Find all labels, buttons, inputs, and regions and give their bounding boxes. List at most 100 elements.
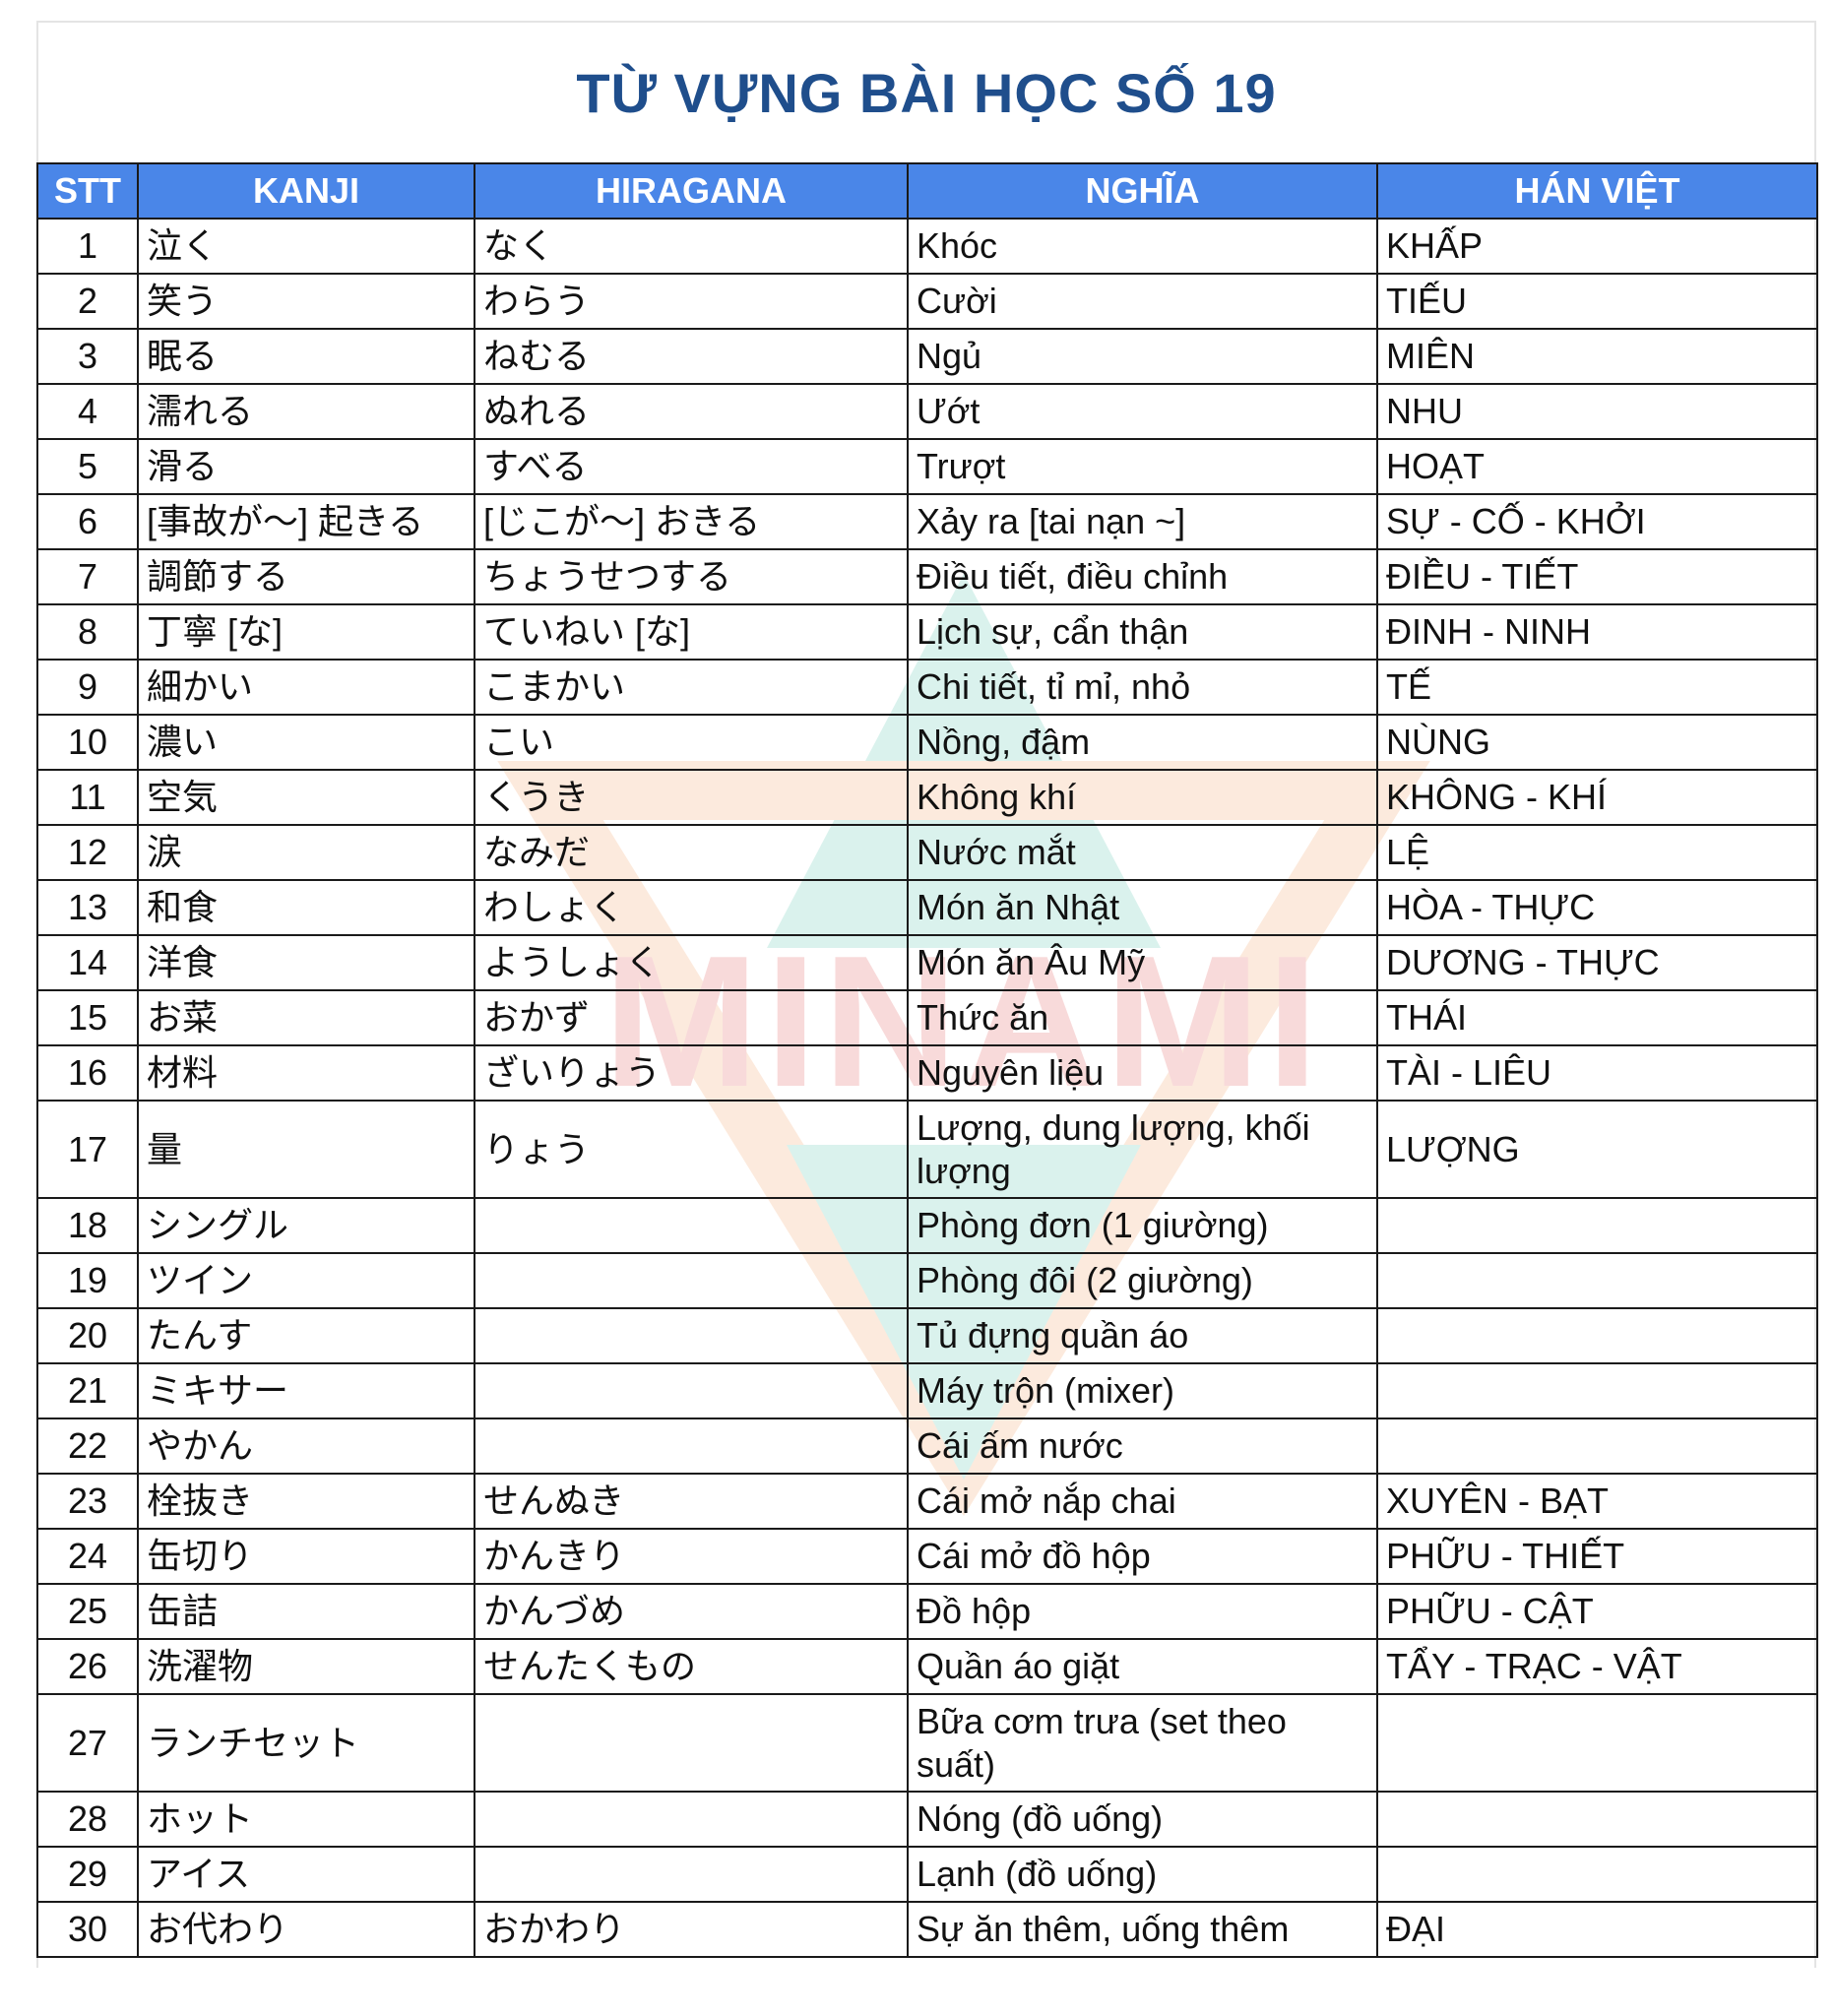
table-row: 17 量りょう Lượng, dung lượng, khối lượng LƯỢNG	[36, 1100, 1818, 1199]
cell-stt: 20	[36, 1307, 139, 1364]
cell-han-viet: XUYÊN - BẠT	[1376, 1473, 1818, 1530]
cell-nghia: Lạnh (đồ uống)	[907, 1846, 1378, 1903]
table-row: 3 眠る ねむる Ngủ MIÊN	[36, 328, 1818, 385]
cell-kanji: 缶切り	[137, 1528, 475, 1585]
cell-nghia: Món ăn Nhật	[907, 879, 1378, 936]
table-row: 24 缶切り かんきり Cái mở đồ hộp PHỮU - THIẾT	[36, 1528, 1818, 1585]
cell-stt: 17	[36, 1100, 139, 1199]
cell-han-viet: DƯƠNG - THỰC	[1376, 934, 1818, 991]
table-row: 6 [事故が～] 起きる [じこが～] おきる Xảy ra [tai nạn ~] S…	[36, 493, 1818, 550]
cell-nghia: Lịch sự, cẩn thận	[907, 603, 1378, 661]
table-row: 26 洗濯物 せんたくもの Quần áo giặt TẨY - TRẠC - VẬT	[36, 1638, 1818, 1695]
cell-kanji: 細かい	[137, 659, 475, 716]
cell-han-viet: MIÊN	[1376, 328, 1818, 385]
cell-kanji: [事故が～] 起きる	[137, 493, 475, 550]
cell-nghia: Tủ đựng quần áo	[907, 1307, 1378, 1364]
cell-han-viet: NHU	[1376, 383, 1818, 440]
header-nghia: NGHĨA	[907, 162, 1378, 220]
table-row: 11 空気 くうき Không khí KHÔNG - KHÍ	[36, 769, 1818, 826]
cell-nghia: Máy trộn (mixer)	[907, 1362, 1378, 1419]
cell-kanji: ホット	[137, 1791, 475, 1848]
cell-han-viet: ĐIỀU - TIẾT	[1376, 548, 1818, 605]
cell-hiragana: すべる	[474, 438, 909, 495]
cell-hiragana: なく	[474, 218, 909, 275]
cell-hiragana: こい	[474, 714, 909, 771]
cell-kanji: 材料	[137, 1044, 475, 1102]
cell-stt: 9	[36, 659, 139, 716]
cell-kanji: 空気	[137, 769, 475, 826]
cell-hiragana: なみだ	[474, 824, 909, 881]
cell-hiragana: おかず	[474, 989, 909, 1046]
cell-nghia: Ướt	[907, 383, 1378, 440]
table-row: 15 お菜 おかず Thức ăn THÁI	[36, 989, 1818, 1046]
cell-hiragana: ちょうせつする	[474, 548, 909, 605]
page-title: TỪ VỰNG BÀI HỌC SỐ 19	[576, 61, 1277, 124]
cell-han-viet: HÒA - THỰC	[1376, 879, 1818, 936]
cell-nghia: Thức ăn	[907, 989, 1378, 1046]
cell-hiragana: ぬれる	[474, 383, 909, 440]
cell-stt: 16	[36, 1044, 139, 1102]
cell-han-viet: KHẤP	[1376, 218, 1818, 275]
cell-stt: 25	[36, 1583, 139, 1640]
table-row: 13 和食 わしょく Món ăn Nhật HÒA - THỰC	[36, 879, 1818, 936]
cell-nghia: Cái mở nắp chai	[907, 1473, 1378, 1530]
cell-hiragana: ねむる	[474, 328, 909, 385]
cell-nghia: Trượt	[907, 438, 1378, 495]
cell-stt: 6	[36, 493, 139, 550]
header-hiragana: HIRAGANA	[474, 162, 909, 220]
table-row: 21 ミキサー Máy trộn (mixer)	[36, 1362, 1818, 1419]
cell-nghia: Nước mắt	[907, 824, 1378, 881]
table-row: 22 やかん Cái ấm nước	[36, 1418, 1818, 1475]
cell-stt: 18	[36, 1197, 139, 1254]
cell-stt: 19	[36, 1252, 139, 1309]
cell-stt: 3	[36, 328, 139, 385]
table-row: 14 洋食 ようしょく Món ăn Âu Mỹ DƯƠNG - THỰC	[36, 934, 1818, 991]
cell-hiragana: こまかい	[474, 659, 909, 716]
cell-kanji: ツイン	[137, 1252, 475, 1309]
cell-han-viet	[1376, 1846, 1818, 1903]
cell-han-viet: TÀI - LIÊU	[1376, 1044, 1818, 1102]
cell-hiragana	[474, 1197, 909, 1254]
table-row: 12 涙なみだ Nước mắt LỆ	[36, 824, 1818, 881]
table-row: 23 栓抜き せんぬき Cái mở nắp chai XUYÊN - BẠT	[36, 1473, 1818, 1530]
cell-stt: 21	[36, 1362, 139, 1419]
cell-stt: 11	[36, 769, 139, 826]
cell-han-viet: LƯỢNG	[1376, 1100, 1818, 1199]
header-han-viet: HÁN VIỆT	[1376, 162, 1818, 220]
cell-hiragana	[474, 1307, 909, 1364]
cell-han-viet	[1376, 1252, 1818, 1309]
cell-stt: 2	[36, 273, 139, 330]
cell-han-viet: TẨY - TRẠC - VẬT	[1376, 1638, 1818, 1695]
cell-han-viet	[1376, 1197, 1818, 1254]
table-row: 7 調節する ちょうせつする Điều tiết, điều chỉnh ĐIỀU - …	[36, 548, 1818, 605]
cell-nghia: Món ăn Âu Mỹ	[907, 934, 1378, 991]
table-row: 16 材料 ざいりょう Nguyên liệu TÀI - LIÊU	[36, 1044, 1818, 1102]
cell-kanji: やかん	[137, 1418, 475, 1475]
cell-nghia: Ngủ	[907, 328, 1378, 385]
cell-han-viet: PHỮU - THIẾT	[1376, 1528, 1818, 1585]
cell-hiragana	[474, 1418, 909, 1475]
table-row: 10 濃い こい Nồng, đậm NÙNG	[36, 714, 1818, 771]
cell-stt: 1	[36, 218, 139, 275]
cell-stt: 24	[36, 1528, 139, 1585]
cell-han-viet	[1376, 1362, 1818, 1419]
cell-han-viet: PHỮU - CẬT	[1376, 1583, 1818, 1640]
cell-kanji: 濡れる	[137, 383, 475, 440]
cell-hiragana: かんきり	[474, 1528, 909, 1585]
cell-kanji: 缶詰	[137, 1583, 475, 1640]
table-row: 25 缶詰 かんづめ Đồ hộp PHỮU - CẬT	[36, 1583, 1818, 1640]
cell-stt: 22	[36, 1418, 139, 1475]
cell-kanji: アイス	[137, 1846, 475, 1903]
cell-kanji: 涙	[137, 824, 475, 881]
table-row: 2 笑う わらう Cười TIẾU	[36, 273, 1818, 330]
cell-hiragana	[474, 1693, 909, 1793]
cell-hiragana: ようしょく	[474, 934, 909, 991]
cell-kanji: 量	[137, 1100, 475, 1199]
cell-han-viet: SỰ - CỐ - KHỞI	[1376, 493, 1818, 550]
cell-kanji: お代わり	[137, 1901, 475, 1958]
cell-hiragana: りょう	[474, 1100, 909, 1199]
table-row: 18 シングル Phòng đơn (1 giường)	[36, 1197, 1818, 1254]
cell-nghia: Không khí	[907, 769, 1378, 826]
cell-stt: 14	[36, 934, 139, 991]
cell-stt: 7	[36, 548, 139, 605]
